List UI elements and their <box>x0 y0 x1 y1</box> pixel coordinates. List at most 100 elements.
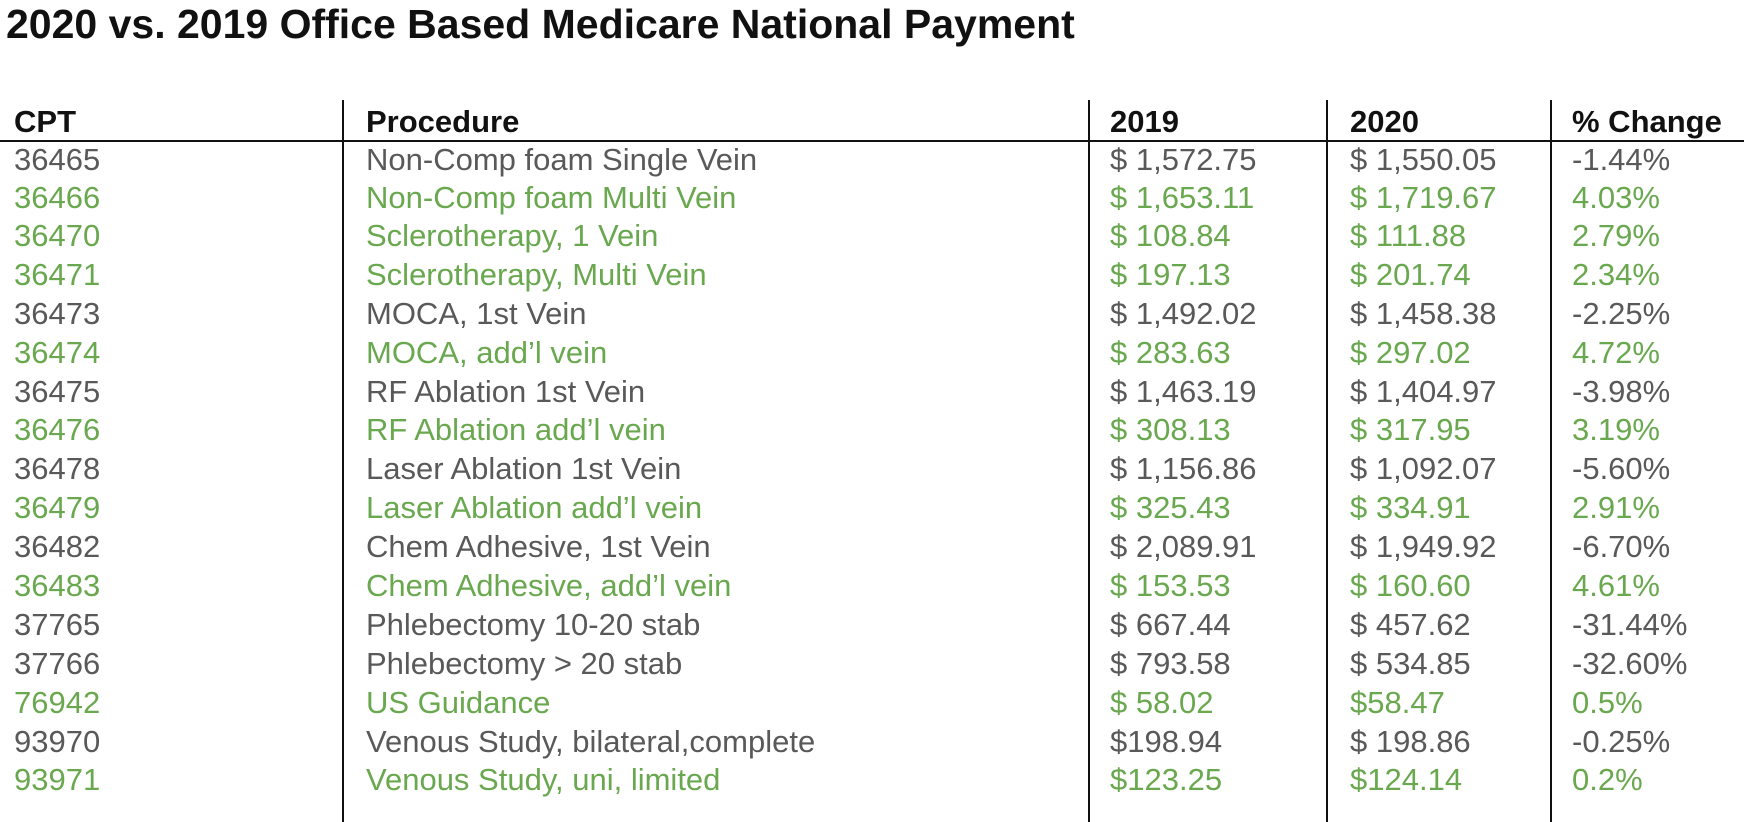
cell-percent-change: 2.79% <box>1572 218 1660 253</box>
table-row: 36476 RF Ablation add’l vein $ 308.13 $ 317… <box>0 412 1744 448</box>
table-row: 36483 Chem Adhesive, add’l vein $ 153.53 $ … <box>0 568 1744 604</box>
cell-cpt: 36476 <box>14 412 101 447</box>
cell-percent-change: 2.91% <box>1572 490 1660 525</box>
cell-percent-change: -0.25% <box>1572 724 1671 759</box>
cell-cpt: 36474 <box>14 335 101 370</box>
cell-procedure: Venous Study, uni, limited <box>366 762 721 797</box>
cell-percent-change: -2.25% <box>1572 296 1671 331</box>
cell-cpt: 36473 <box>14 296 101 331</box>
cell-2020-payment: $58.47 <box>1350 685 1445 720</box>
cell-2019-payment: $ 153.53 <box>1110 568 1231 603</box>
cell-cpt: 36475 <box>14 374 101 409</box>
cell-2019-payment: $ 283.63 <box>1110 335 1231 370</box>
table-row: 36470 Sclerotherapy, 1 Vein $ 108.84 $ 111.… <box>0 218 1744 254</box>
page-title: 2020 vs. 2019 Office Based Medicare Nati… <box>6 1 1075 47</box>
cell-2019-payment: $ 667.44 <box>1110 607 1231 642</box>
table-row: 36465 Non-Comp foam Single Vein $ 1,572.75… <box>0 142 1744 178</box>
cell-cpt: 37765 <box>14 607 101 642</box>
cell-cpt: 36482 <box>14 529 101 564</box>
cell-procedure: Phlebectomy 10-20 stab <box>366 607 701 642</box>
cell-2020-payment: $ 1,719.67 <box>1350 180 1497 215</box>
table-header-row: CPT Procedure 2019 2020 % Change <box>0 100 1744 140</box>
cell-2020-payment: $ 1,458.38 <box>1350 296 1497 331</box>
cell-2020-payment: $ 1,550.05 <box>1350 142 1497 177</box>
cell-2019-payment: $198.94 <box>1110 724 1223 759</box>
cell-2019-payment: $ 325.43 <box>1110 490 1231 525</box>
cell-percent-change: 4.72% <box>1572 335 1660 370</box>
cell-2019-payment: $ 793.58 <box>1110 646 1231 681</box>
cell-2019-payment: $ 197.13 <box>1110 257 1231 292</box>
cell-2020-payment: $ 297.02 <box>1350 335 1471 370</box>
cell-2020-payment: $ 1,092.07 <box>1350 451 1497 486</box>
cell-percent-change: -1.44% <box>1572 142 1671 177</box>
cell-cpt: 36465 <box>14 142 101 177</box>
cell-2019-payment: $123.25 <box>1110 762 1223 797</box>
table-row: 36475 RF Ablation 1st Vein $ 1,463.19 $ 1,4… <box>0 374 1744 410</box>
cell-2019-payment: $ 1,492.02 <box>1110 296 1257 331</box>
cell-2019-payment: $ 308.13 <box>1110 412 1231 447</box>
cell-2019-payment: $ 1,572.75 <box>1110 142 1257 177</box>
cell-2019-payment: $ 58.02 <box>1110 685 1214 720</box>
cell-2019-payment: $ 1,653.11 <box>1110 180 1255 215</box>
cell-percent-change: -6.70% <box>1572 529 1671 564</box>
cell-procedure: Chem Adhesive, add’l vein <box>366 568 732 603</box>
cell-2019-payment: $ 1,156.86 <box>1110 451 1257 486</box>
header-2019: 2019 <box>1110 104 1179 139</box>
cell-percent-change: 3.19% <box>1572 412 1660 447</box>
table-row: 36466 Non-Comp foam Multi Vein $ 1,653.11 $… <box>0 180 1744 216</box>
cell-cpt: 76942 <box>14 685 101 720</box>
cell-2019-payment: $ 108.84 <box>1110 218 1231 253</box>
header-cpt: CPT <box>14 104 76 139</box>
cell-percent-change: 0.5% <box>1572 685 1643 720</box>
cell-percent-change: 4.61% <box>1572 568 1660 603</box>
cell-2020-payment: $ 160.60 <box>1350 568 1471 603</box>
header-2020: 2020 <box>1350 104 1419 139</box>
cell-cpt: 37766 <box>14 646 101 681</box>
cell-procedure: Sclerotherapy, Multi Vein <box>366 257 707 292</box>
cell-procedure: Phlebectomy > 20 stab <box>366 646 683 681</box>
table-row: 93970 Venous Study, bilateral,complete $19… <box>0 724 1744 760</box>
cell-percent-change: 2.34% <box>1572 257 1660 292</box>
cell-procedure: Venous Study, bilateral,complete <box>366 724 816 759</box>
header-divider <box>0 140 1744 142</box>
cell-2020-payment: $ 317.95 <box>1350 412 1471 447</box>
header-percent-change: % Change <box>1572 104 1722 139</box>
cell-procedure: Non-Comp foam Single Vein <box>366 142 758 177</box>
table-row: 37765 Phlebectomy 10-20 stab $ 667.44 $ 457… <box>0 607 1744 643</box>
cell-percent-change: 4.03% <box>1572 180 1660 215</box>
table-row: 36478 Laser Ablation 1st Vein $ 1,156.86 $ … <box>0 451 1744 487</box>
cell-procedure: US Guidance <box>366 685 551 720</box>
cell-cpt: 36466 <box>14 180 101 215</box>
cell-procedure: Non-Comp foam Multi Vein <box>366 180 737 215</box>
table-row: 36474 MOCA, add’l vein $ 283.63 $ 297.02 4.7… <box>0 335 1744 371</box>
cell-2020-payment: $ 1,949.92 <box>1350 529 1497 564</box>
cell-percent-change: -5.60% <box>1572 451 1671 486</box>
table-row: 36473 MOCA, 1st Vein $ 1,492.02 $ 1,458.38 -… <box>0 296 1744 332</box>
cell-2020-payment: $ 534.85 <box>1350 646 1471 681</box>
cell-2020-payment: $ 201.74 <box>1350 257 1471 292</box>
cell-2020-payment: $124.14 <box>1350 762 1463 797</box>
table-row: 36482 Chem Adhesive, 1st Vein $ 2,089.91 $ … <box>0 529 1744 565</box>
cell-procedure: Sclerotherapy, 1 Vein <box>366 218 659 253</box>
table-row: 93971 Venous Study, uni, limited $123.25 $1… <box>0 762 1744 798</box>
cell-cpt: 36471 <box>14 257 101 292</box>
cell-procedure: Laser Ablation 1st Vein <box>366 451 682 486</box>
cell-cpt: 36470 <box>14 218 101 253</box>
cell-cpt: 36478 <box>14 451 101 486</box>
column-divider-change <box>1550 100 1552 822</box>
cell-percent-change: -32.60% <box>1572 646 1688 681</box>
cell-procedure: RF Ablation add’l vein <box>366 412 666 447</box>
column-divider-2020 <box>1326 100 1328 822</box>
table-row: 37766 Phlebectomy > 20 stab $ 793.58 $ 534.… <box>0 646 1744 682</box>
cell-procedure: Laser Ablation add’l vein <box>366 490 703 525</box>
table-row: 36479 Laser Ablation add’l vein $ 325.43 $ … <box>0 490 1744 526</box>
header-procedure: Procedure <box>366 104 520 139</box>
cell-2020-payment: $ 1,404.97 <box>1350 374 1497 409</box>
cell-procedure: Chem Adhesive, 1st Vein <box>366 529 711 564</box>
column-divider-procedure <box>342 100 344 822</box>
cell-cpt: 36483 <box>14 568 101 603</box>
cell-procedure: MOCA, add’l vein <box>366 335 608 370</box>
cell-cpt: 93971 <box>14 762 101 797</box>
cell-2019-payment: $ 1,463.19 <box>1110 374 1257 409</box>
table-row: 36471 Sclerotherapy, Multi Vein $ 197.13 $ … <box>0 257 1744 293</box>
